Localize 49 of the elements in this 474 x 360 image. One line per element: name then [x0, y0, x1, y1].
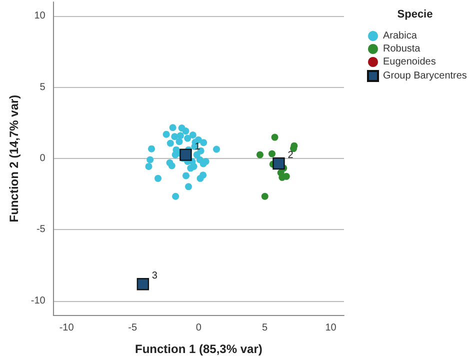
annotation: 2 — [288, 150, 294, 161]
point — [168, 162, 176, 170]
point — [200, 139, 208, 146]
point — [172, 192, 180, 200]
point — [190, 162, 198, 170]
point — [176, 138, 183, 146]
point — [196, 156, 204, 164]
point — [256, 151, 264, 158]
y-tick-label: -10 — [30, 295, 46, 306]
point — [272, 157, 285, 170]
point — [136, 278, 150, 290]
point — [290, 145, 298, 152]
point — [166, 140, 174, 147]
point — [145, 162, 152, 170]
point — [271, 134, 278, 141]
y-tick-label: -5 — [36, 224, 46, 236]
point — [213, 146, 220, 153]
point — [185, 183, 192, 190]
x-tick-label: 5 — [262, 322, 268, 334]
legend-label: Eugenoides — [383, 56, 436, 68]
point — [200, 172, 207, 179]
annotation: 3 — [152, 270, 158, 282]
point — [182, 128, 190, 135]
point — [148, 145, 156, 152]
legend-title: Specie — [397, 8, 433, 20]
x-tick-label: -10 — [59, 322, 74, 334]
y-tick-label: 5 — [40, 82, 46, 93]
point — [261, 192, 268, 200]
point — [171, 133, 178, 140]
legend-label: Group Barycentres — [383, 70, 467, 82]
y-tick-label: 10 — [34, 10, 46, 22]
point — [176, 132, 184, 140]
y-axis-title: Function 2 (14,7% var) — [7, 94, 21, 222]
point — [169, 124, 176, 132]
point — [154, 174, 162, 182]
point — [180, 148, 192, 161]
x-axis-title: Function 1 (85,3% var) — [134, 342, 262, 356]
point — [162, 130, 170, 138]
point — [146, 156, 154, 164]
legend-label: Robusta — [383, 44, 421, 54]
legend-label: Arabica — [383, 30, 418, 42]
y-tick-label: 0 — [40, 153, 46, 164]
x-tick-label: 10 — [325, 322, 337, 334]
point — [268, 150, 276, 158]
point — [182, 172, 190, 180]
x-tick-label: -5 — [128, 322, 138, 334]
point — [184, 134, 192, 142]
point — [189, 132, 196, 139]
x-tick-label: 0 — [196, 322, 202, 334]
